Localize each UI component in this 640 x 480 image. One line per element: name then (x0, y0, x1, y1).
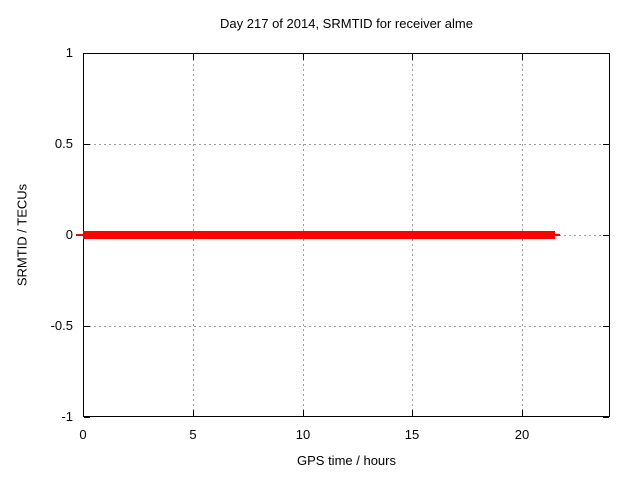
x-tick-top-15 (412, 54, 413, 60)
gridline-y--0.5 (84, 326, 609, 327)
y-tick-right--1 (603, 417, 609, 418)
y-tick-left-0.5 (84, 144, 90, 145)
x-tick-label-5: 5 (189, 427, 197, 442)
x-tick-label-15: 15 (404, 427, 420, 442)
x-tick-top-20 (522, 54, 523, 60)
y-tick-left--0.5 (84, 326, 90, 327)
x-tick-top-0 (83, 54, 84, 60)
y-tick-label--0.5: -0.5 (50, 318, 73, 333)
y-tick-left--1 (84, 417, 90, 418)
x-tick-top-5 (193, 54, 194, 60)
x-tick-label-20: 20 (514, 427, 530, 442)
y-tick-right-1 (603, 53, 609, 54)
series-line-SRMTID-1 (83, 231, 555, 239)
chart-title: Day 217 of 2014, SRMTID for receiver alm… (220, 16, 473, 31)
x-axis-label: GPS time / hours (297, 453, 396, 468)
x-tick-label-10: 10 (295, 427, 311, 442)
x-tick-bottom-10 (303, 410, 304, 416)
x-tick-bottom-5 (193, 410, 194, 416)
y-tick-label-1: 1 (65, 45, 73, 60)
x-tick-top-10 (303, 54, 304, 60)
y-tick-label-0: 0 (65, 227, 73, 242)
y-tick-label-0.5: 0.5 (54, 136, 73, 151)
gridline-y-0.5 (84, 144, 609, 145)
x-tick-bottom-0 (83, 410, 84, 416)
x-tick-bottom-15 (412, 410, 413, 416)
x-tick-label-0: 0 (79, 427, 87, 442)
y-tick-right-0 (603, 235, 609, 236)
y-tick-right--0.5 (603, 326, 609, 327)
y-tick-left-1 (84, 53, 90, 54)
x-tick-bottom-20 (522, 410, 523, 416)
y-tick-right-0.5 (603, 144, 609, 145)
y-tick-label--1: -1 (61, 409, 73, 424)
